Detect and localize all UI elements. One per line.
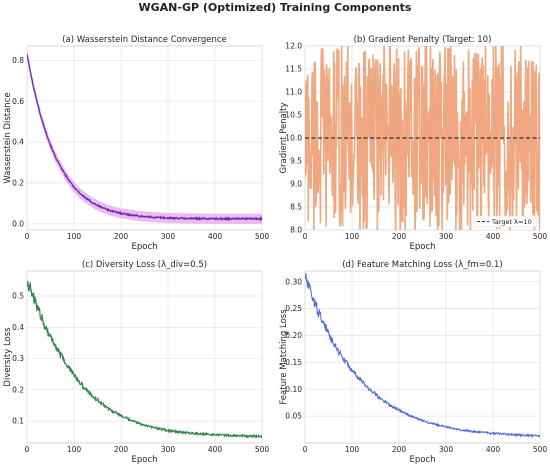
panels: 0 100 200 300 400 500 0.0 0.2 0.4 0.6 0.8 (a) Wasse… xyxy=(3,35,547,465)
x-tick-label: 500 xyxy=(533,232,548,241)
y-axis-label: Gradient Penalty xyxy=(279,102,289,173)
y-tick-label: 10.0 xyxy=(285,134,302,143)
x-tick-label: 0 xyxy=(303,232,308,241)
legend-entry: Target λ=10 xyxy=(491,218,532,226)
plot-content xyxy=(305,272,540,439)
x-tick-label: 300 xyxy=(439,445,454,454)
x-axis-label: Epoch xyxy=(131,242,157,252)
series-line xyxy=(27,281,262,439)
y-tick-label: 0.1 xyxy=(12,417,24,426)
panel-2: 0 100 200 300 400 500 8.0 8.5 9.0 9.5 10.0 10.5 11.0… xyxy=(279,35,547,252)
x-axis-label: Epoch xyxy=(409,455,435,465)
y-axis-label: Diversity Loss xyxy=(3,327,13,387)
x-tick-label: 300 xyxy=(439,232,454,241)
x-tick-label: 400 xyxy=(208,445,223,454)
panel-1: 0 100 200 300 400 500 0.0 0.2 0.4 0.6 0.8 (a) Wasse… xyxy=(3,35,269,252)
y-tick-label: 0.2 xyxy=(12,179,24,188)
y-tick-label: 0.10 xyxy=(285,385,302,394)
x-tick-label: 200 xyxy=(114,232,129,241)
y-tick-label: 9.0 xyxy=(290,180,302,189)
x-tick-label: 500 xyxy=(533,445,548,454)
panel-title: (a) Wasserstein Distance Convergence xyxy=(62,35,227,45)
x-tick-label: 200 xyxy=(114,445,129,454)
series-line xyxy=(305,272,540,439)
panel-4: 0 100 200 300 400 500 0.05 0.10 0.15 0.20 0.25 0.30… xyxy=(279,260,547,465)
x-tick-label: 500 xyxy=(255,232,270,241)
legend xyxy=(473,215,538,228)
y-tick-label: 12.0 xyxy=(285,42,302,51)
series-line xyxy=(305,46,540,230)
y-tick-label: 0.8 xyxy=(12,56,24,65)
y-tick-label: 0.30 xyxy=(285,277,302,286)
x-tick-label: 300 xyxy=(161,445,176,454)
y-tick-label: 0.4 xyxy=(12,138,24,147)
y-tick-label: 8.0 xyxy=(290,226,302,235)
y-tick-label: 0.15 xyxy=(285,358,302,367)
y-tick-label: 0.25 xyxy=(285,304,302,313)
plot-area xyxy=(304,270,541,444)
y-tick-label: 0.6 xyxy=(12,97,24,106)
plot-area xyxy=(26,45,263,231)
panel-title: (b) Gradient Penalty (Target: 10) xyxy=(354,35,492,45)
y-tick-label: 11.5 xyxy=(285,65,302,74)
y-tick-label: 8.5 xyxy=(290,203,302,212)
panel-title: (c) Diversity Loss (λ_div=0.5) xyxy=(82,260,207,270)
y-tick-label: 0.2 xyxy=(12,385,24,394)
y-tick-label: 11.0 xyxy=(285,88,302,97)
x-tick-label: 0 xyxy=(303,445,308,454)
x-tick-label: 300 xyxy=(161,232,176,241)
x-tick-label: 400 xyxy=(486,445,501,454)
x-axis-label: Epoch xyxy=(131,455,157,465)
series-line xyxy=(27,54,262,222)
y-tick-label: 0.20 xyxy=(285,331,302,340)
y-tick-label: 0.4 xyxy=(12,323,24,332)
y-axis-label: Feature Matching Loss xyxy=(279,309,289,405)
x-tick-label: 500 xyxy=(255,445,270,454)
x-tick-label: 100 xyxy=(345,445,360,454)
x-tick-label: 200 xyxy=(392,445,407,454)
y-tick-label: 9.5 xyxy=(290,157,302,166)
y-tick-label: 10.5 xyxy=(285,111,302,120)
x-tick-label: 0 xyxy=(25,232,30,241)
x-tick-label: 100 xyxy=(345,232,360,241)
plot-content xyxy=(305,46,540,230)
figure-title: WGAN-GP (Optimized) Training Components xyxy=(139,1,412,14)
plot-content xyxy=(27,49,262,224)
x-tick-label: 400 xyxy=(208,232,223,241)
panel-title: (d) Feature Matching Loss (λ_fm=0.1) xyxy=(342,260,503,270)
x-tick-label: 200 xyxy=(392,232,407,241)
y-tick-label: 0.5 xyxy=(12,292,24,301)
x-axis-label: Epoch xyxy=(409,242,435,252)
y-tick-label: 0.05 xyxy=(285,412,302,421)
panel-3: 0 100 200 300 400 500 0.1 0.2 0.3 0.4 0.5 (c) Diver… xyxy=(3,260,269,465)
y-tick-label: 0.0 xyxy=(12,219,24,228)
x-tick-label: 100 xyxy=(67,232,82,241)
y-axis-label: Wasserstein Distance xyxy=(3,92,13,183)
x-tick-label: 100 xyxy=(67,445,82,454)
y-tick-label: 0.3 xyxy=(12,354,24,363)
x-tick-label: 400 xyxy=(486,232,501,241)
x-tick-label: 0 xyxy=(25,445,30,454)
plot-area xyxy=(26,270,263,444)
plot-content xyxy=(27,281,262,439)
